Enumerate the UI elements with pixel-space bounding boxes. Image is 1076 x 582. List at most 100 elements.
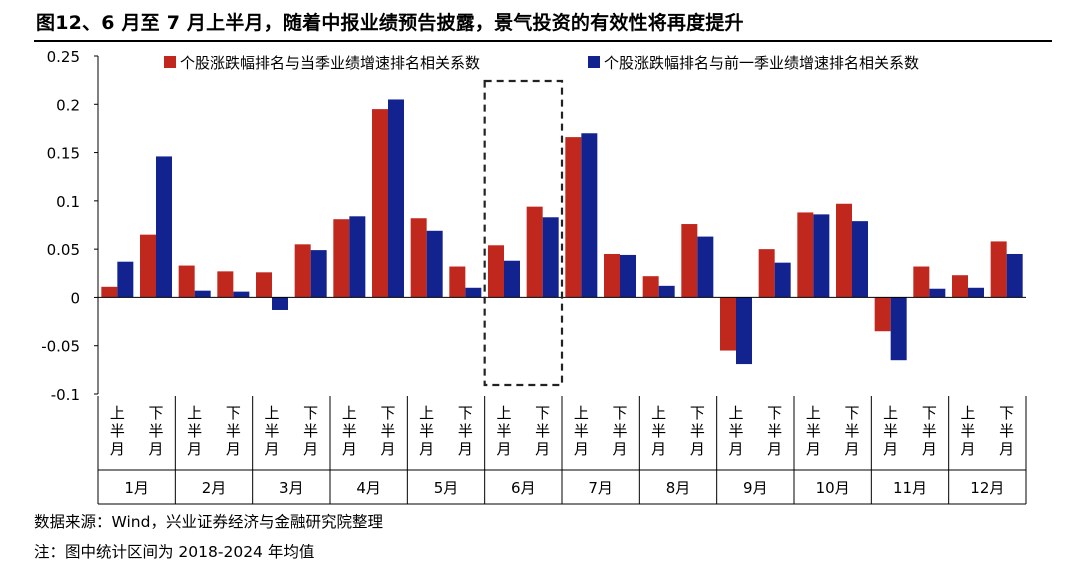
bar-previous-quarter-13: [581, 133, 598, 298]
bar-current-quarter-11: [488, 245, 504, 298]
bar-current-quarter-20: [836, 203, 852, 298]
source-note: 数据来源：Wind，兴业证券经济与金融研究院整理: [34, 513, 383, 531]
x-tick-label-half: 下半月: [303, 404, 318, 458]
x-tick-label-half: 下半月: [844, 404, 859, 458]
x-tick-label-half: 下半月: [922, 404, 937, 458]
legend: 个股涨跌幅排名与当季业绩增速排名相关系数 个股涨跌幅排名与前一季业绩增速排名相关系…: [164, 54, 919, 72]
x-tick-label-month: 7月: [588, 479, 613, 497]
legend-swatch-2: [588, 56, 600, 68]
bar-previous-quarter-24: [1006, 253, 1023, 298]
x-tick-label-half: 上半月: [574, 404, 589, 458]
bar-current-quarter-18: [758, 249, 775, 298]
x-tick-label-month: 6月: [511, 479, 536, 497]
bar-current-quarter-4: [217, 271, 234, 298]
x-tick-label-half: 上半月: [110, 404, 125, 458]
legend-label-2: 个股涨跌幅排名与前一季业绩增速排名相关系数: [604, 54, 919, 72]
y-tick-label: -0.05: [41, 338, 80, 356]
bar-current-quarter-10: [449, 266, 466, 298]
x-tick-label-half: 下半月: [226, 404, 241, 458]
bar-current-quarter-6: [294, 244, 311, 298]
title-underline: [34, 40, 1052, 42]
y-tick-label: 0.1: [56, 193, 80, 211]
bar-previous-quarter-2: [156, 156, 172, 298]
x-tick-label-half: 下半月: [690, 404, 705, 458]
bar-current-quarter-13: [565, 137, 582, 298]
y-tick-label: 0.15: [47, 145, 80, 163]
bar-previous-quarter-1: [117, 261, 134, 298]
bar-current-quarter-22: [913, 266, 930, 298]
x-tick-label-half: 上半月: [651, 404, 666, 458]
bar-previous-quarter-7: [349, 216, 366, 298]
x-tick-label-half: 上半月: [728, 404, 743, 458]
x-tick-label-month: 1月: [124, 479, 149, 497]
y-tick-label: 0: [70, 289, 80, 307]
bar-previous-quarter-21: [890, 297, 907, 361]
x-tick-label-half: 上半月: [342, 404, 357, 458]
x-tick-label-month: 9月: [743, 479, 768, 497]
x-tick-label-half: 上半月: [264, 404, 279, 458]
x-tick-label-half: 下半月: [999, 404, 1014, 458]
bar-current-quarter-1: [101, 286, 118, 298]
y-tick-label: -0.1: [51, 386, 80, 404]
bar-previous-quarter-3: [194, 290, 211, 298]
bar-previous-quarter-5: [272, 297, 288, 310]
x-tick-label-half: 下半月: [612, 404, 627, 458]
bar-current-quarter-14: [604, 253, 620, 298]
bar-current-quarter-24: [990, 241, 1007, 298]
bar-previous-quarter-15: [658, 285, 675, 298]
legend-label-1: 个股涨跌幅排名与当季业绩增速排名相关系数: [180, 54, 480, 72]
bar-previous-quarter-8: [388, 99, 404, 298]
bar-current-quarter-9: [410, 218, 427, 298]
y-tick-label: 0.25: [47, 48, 80, 66]
bar-current-quarter-19: [797, 212, 814, 298]
bar-current-quarter-15: [642, 276, 659, 298]
bar-current-quarter-2: [140, 234, 156, 298]
bar-previous-quarter-19: [813, 214, 830, 298]
x-tick-label-half: 上半月: [496, 404, 511, 458]
x-tick-label-half: 上半月: [883, 404, 898, 458]
bar-current-quarter-3: [178, 265, 195, 298]
x-tick-label-half: 下半月: [380, 404, 395, 458]
highlight-box-group: [483, 79, 564, 387]
bar-previous-quarter-16: [697, 236, 714, 298]
bar-current-quarter-7: [333, 219, 350, 298]
bar-current-quarter-5: [256, 272, 272, 298]
bar-previous-quarter-14: [620, 254, 636, 298]
x-tick-label-half: 下半月: [767, 404, 782, 458]
bar-previous-quarter-20: [852, 221, 868, 298]
bar-previous-quarter-12: [542, 217, 559, 298]
x-tick-label-month: 10月: [816, 479, 850, 497]
bar-chart: 0.25 0.2 0.15 0.1 0.05 0 -0.05 -0.1 上半月 下半月 上半月 下半…: [41, 48, 1027, 505]
highlight-box-june: [483, 79, 564, 387]
x-tick-label-month: 5月: [434, 479, 459, 497]
y-tick-label: 0.2: [56, 96, 80, 114]
bar-current-quarter-17: [720, 297, 736, 351]
bar-previous-quarter-18: [774, 262, 791, 298]
bar-previous-quarter-9: [426, 230, 443, 298]
x-tick-label-month: 8月: [666, 479, 691, 497]
x-tick-label-month: 12月: [970, 479, 1004, 497]
legend-swatch-1: [164, 56, 176, 68]
bar-previous-quarter-11: [504, 260, 520, 298]
x-tick-label-half: 上半月: [806, 404, 821, 458]
figure-title: 图12、6 月至 7 月上半月，随着中报业绩预告披露，景气投资的有效性将再度提升: [36, 12, 744, 34]
y-axis: 0.25 0.2 0.15 0.1 0.05 0 -0.05 -0.1: [41, 48, 99, 404]
bar-previous-quarter-23: [968, 287, 984, 298]
bar-current-quarter-12: [526, 206, 543, 298]
bar-previous-quarter-4: [233, 291, 250, 298]
x-tick-label-half: 上半月: [960, 404, 975, 458]
footnote: 注：图中统计区间为 2018-2024 年均值: [34, 543, 315, 561]
bar-current-quarter-23: [952, 275, 968, 298]
bar-current-quarter-16: [681, 224, 698, 298]
bar-series-group: [101, 99, 1023, 365]
bar-previous-quarter-17: [736, 297, 752, 365]
x-tick-label-half: 上半月: [419, 404, 434, 458]
bar-current-quarter-21: [874, 297, 891, 332]
x-tick-label-month: 11月: [893, 479, 927, 497]
bar-previous-quarter-6: [310, 250, 327, 298]
x-tick-label-half: 上半月: [187, 404, 202, 458]
x-tick-label-half: 下半月: [458, 404, 473, 458]
bar-current-quarter-8: [372, 109, 388, 298]
bar-previous-quarter-22: [929, 288, 946, 298]
x-tick-label-half: 下半月: [148, 404, 163, 458]
